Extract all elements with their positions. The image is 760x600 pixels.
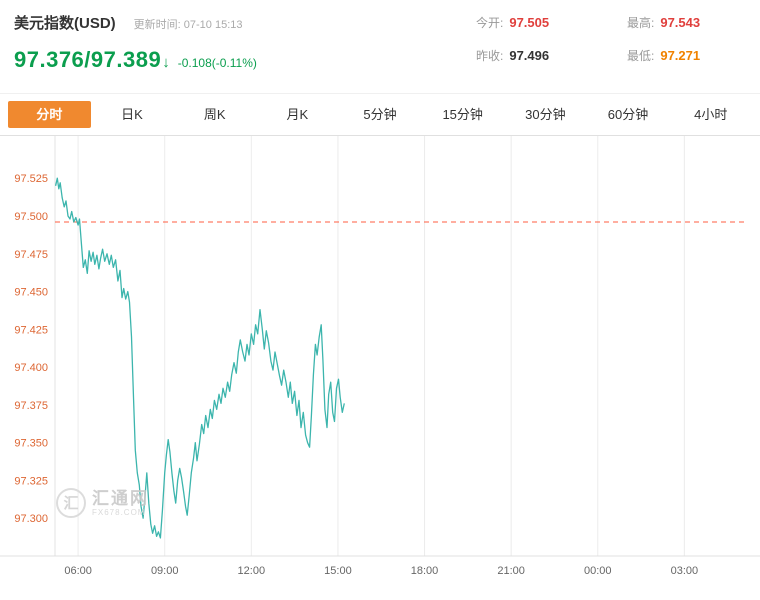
y-axis-label: 97.425: [14, 324, 48, 336]
y-axis-label: 97.500: [14, 211, 48, 223]
quote-header: 美元指数(USD) 更新时间: 07-10 15:13 97.376 / 97.…: [0, 0, 760, 94]
x-axis-label: 18:00: [411, 565, 439, 577]
price-line: [54, 177, 345, 539]
tab-60min[interactable]: 60分钟: [607, 107, 649, 122]
watermark-name: 汇通网: [92, 488, 149, 508]
stat-open: 今开: 97.505: [476, 14, 593, 31]
watermark-domain: FX678.COM: [92, 507, 146, 517]
y-axis-label: 97.300: [14, 513, 48, 525]
stat-high-label: 最高:: [627, 16, 655, 30]
update-time: 更新时间: 07-10 15:13: [133, 19, 243, 31]
y-axis-label: 97.525: [14, 173, 48, 185]
y-axis-label: 97.350: [14, 438, 48, 450]
x-axis-label: 03:00: [671, 565, 699, 577]
tab-5min[interactable]: 5分钟: [363, 107, 397, 122]
tab-zhou-k[interactable]: 周K: [203, 107, 226, 122]
tab-fenshi[interactable]: 分时: [8, 101, 91, 128]
price-change: -0.108(-0.11%): [177, 56, 257, 70]
price-chart: 06:00 09:00 12:00 15:00 18:00 21:00 00:00 03:00…: [0, 136, 760, 577]
tab-30min[interactable]: 30分钟: [525, 107, 566, 122]
chart-area: 06:00 09:00 12:00 15:00 18:00 21:00 00:00 03:00…: [0, 136, 760, 600]
price-separator: /: [84, 47, 91, 72]
y-axis-label: 97.325: [14, 475, 48, 487]
x-axis-label: 21:00: [497, 565, 525, 577]
timeframe-tabbar: 分时 日K 周K 月K 5分钟 15分钟 30分钟 60分钟 4小时: [0, 94, 760, 136]
down-arrow-icon: ↓: [162, 54, 170, 71]
y-axis-label: 97.475: [14, 249, 48, 261]
stat-low-label: 最低:: [627, 49, 655, 63]
current-price-row: 97.376 / 97.389 ↓ -0.108(-0.11%): [14, 47, 746, 73]
stat-high: 最高: 97.543: [627, 14, 744, 31]
y-axis-label: 97.375: [14, 400, 48, 412]
stat-prev-close-label: 昨收:: [476, 49, 504, 63]
ask-price: 97.389: [90, 47, 162, 72]
tab-yue-k[interactable]: 月K: [286, 107, 309, 122]
y-axis-label: 97.450: [14, 287, 48, 299]
x-axis-label: 15:00: [324, 565, 352, 577]
quote-stats: 今开: 97.505 最高: 97.543 昨收: 97.496 最低: 97.271: [476, 14, 744, 64]
tab-15min[interactable]: 15分钟: [442, 107, 483, 122]
x-axis-label: 09:00: [151, 565, 179, 577]
stat-open-label: 今开:: [476, 16, 504, 30]
fx678-logo-icon: 汇: [56, 488, 86, 518]
tab-4hour[interactable]: 4小时: [694, 107, 728, 122]
bid-price: 97.376: [14, 47, 85, 72]
stat-prev-close-value: 97.496: [509, 48, 550, 63]
stat-low-value: 97.271: [660, 48, 701, 63]
x-axis-label: 12:00: [238, 565, 266, 577]
y-axis-label: 97.400: [14, 362, 48, 374]
fx678-watermark: 汇 汇通网 FX678.COM: [56, 488, 149, 518]
stat-high-value: 97.543: [660, 15, 701, 30]
stat-low: 最低: 97.271: [627, 47, 744, 64]
tab-ri-k[interactable]: 日K: [121, 107, 143, 122]
x-axis-label: 06:00: [64, 565, 92, 577]
instrument-title: 美元指数(USD): [14, 15, 116, 32]
x-axis-label: 00:00: [584, 565, 612, 577]
stat-open-value: 97.505: [509, 15, 550, 30]
stat-prev-close: 昨收: 97.496: [476, 47, 593, 64]
